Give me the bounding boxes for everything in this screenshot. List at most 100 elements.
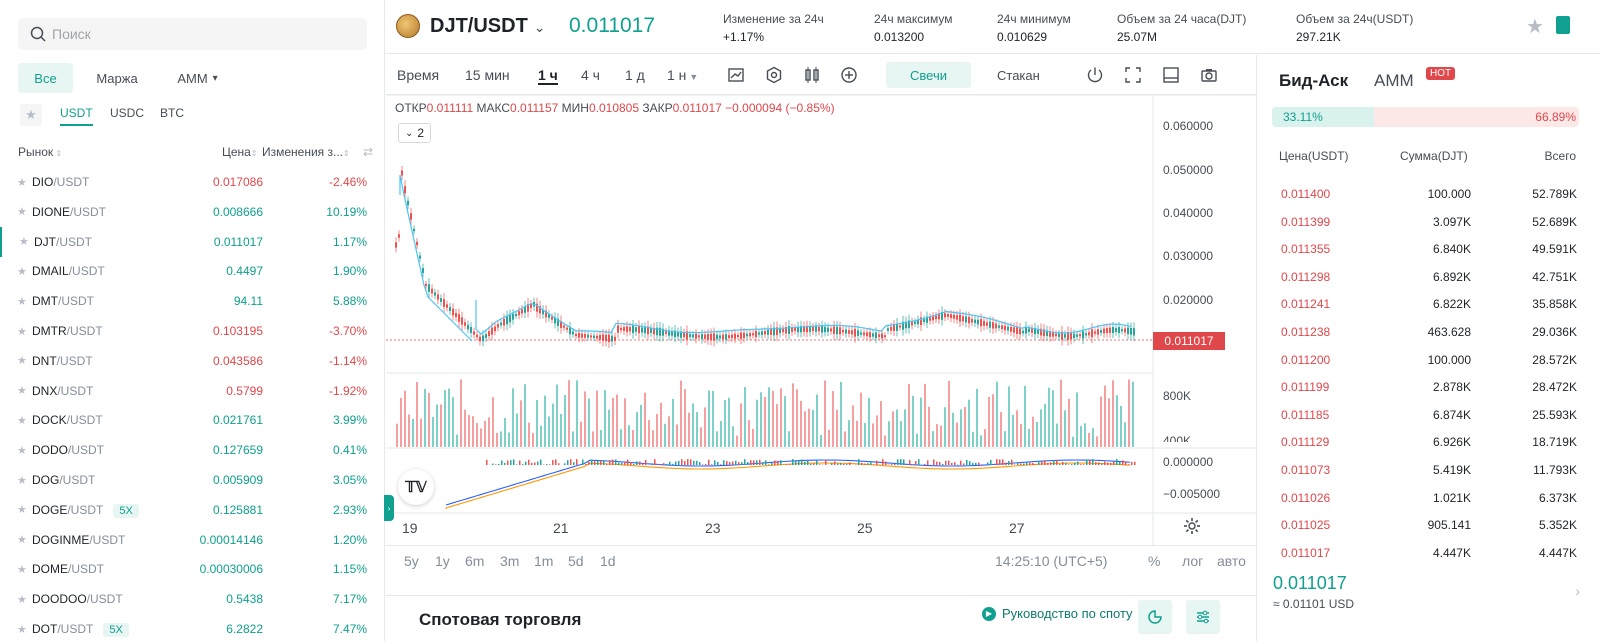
- star-icon[interactable]: ★: [17, 533, 27, 546]
- quote-usdt[interactable]: USDT: [60, 106, 93, 126]
- favorite-star-icon[interactable]: ★: [1526, 14, 1544, 39]
- chart-type-icon[interactable]: [727, 66, 745, 84]
- interval-1w[interactable]: 1 н▼: [667, 67, 698, 83]
- range-1d[interactable]: 1d: [600, 553, 616, 569]
- star-icon[interactable]: ★: [17, 474, 27, 487]
- indicators-icon[interactable]: [803, 66, 821, 84]
- view-book-button[interactable]: Стакан: [997, 68, 1040, 83]
- filter-amm[interactable]: АММ▾: [165, 63, 230, 93]
- tab-amm[interactable]: AMM: [1374, 71, 1414, 91]
- range-1y[interactable]: 1y: [435, 553, 450, 569]
- pair-title[interactable]: DJT/USDT⌄: [430, 15, 546, 38]
- range-6m[interactable]: 6m: [465, 553, 484, 569]
- swap-icon[interactable]: ⇄: [363, 145, 373, 159]
- spot-guide-link[interactable]: ▶ Руководство по споту: [982, 606, 1133, 621]
- volume-bar: [456, 434, 458, 447]
- market-quote: /USDT: [70, 205, 106, 219]
- range-1m[interactable]: 1m: [534, 553, 553, 569]
- star-icon[interactable]: ★: [17, 414, 27, 427]
- macd-hist-bar: [765, 460, 767, 465]
- chart-pie-icon[interactable]: [1138, 600, 1172, 634]
- candle-body: [929, 317, 931, 320]
- range-5y[interactable]: 5y: [404, 553, 419, 569]
- interval-1d[interactable]: 1 д: [625, 67, 645, 83]
- star-icon[interactable]: ★: [17, 623, 27, 636]
- power-icon[interactable]: [1086, 66, 1104, 84]
- quote-btc[interactable]: BTC: [160, 106, 184, 120]
- header-market[interactable]: Рынок ⇕: [18, 145, 62, 159]
- search-input[interactable]: [52, 26, 352, 42]
- market-search[interactable]: [18, 18, 367, 50]
- star-icon[interactable]: ★: [17, 503, 27, 516]
- candle-body: [1112, 327, 1114, 333]
- quote-usdc[interactable]: USDC: [110, 106, 144, 120]
- star-icon[interactable]: ★: [17, 384, 27, 397]
- camera-icon[interactable]: [1200, 66, 1218, 84]
- star-icon[interactable]: ★: [17, 593, 27, 606]
- candle-body: [509, 315, 511, 322]
- volume-bar: [516, 414, 518, 447]
- chevron-right-icon[interactable]: ›: [1575, 583, 1580, 599]
- volume-bar: [760, 392, 762, 447]
- settings-hex-icon[interactable]: [765, 66, 783, 84]
- layout-icon[interactable]: [1162, 66, 1180, 84]
- tradingview-logo[interactable]: 𝕋𝕍: [398, 469, 434, 505]
- log-toggle[interactable]: лог: [1182, 553, 1203, 569]
- interval-4h[interactable]: 4 ч: [581, 67, 600, 83]
- star-icon[interactable]: ★: [17, 325, 27, 338]
- macd-hist-bar: [582, 460, 584, 465]
- star-icon[interactable]: ★: [17, 354, 27, 367]
- star-icon[interactable]: ★: [17, 444, 27, 457]
- interval-15m[interactable]: 15 мин: [465, 67, 510, 83]
- fullscreen-icon[interactable]: [1124, 66, 1142, 84]
- star-icon[interactable]: ★: [17, 205, 27, 218]
- ob-last-price: 0.011017: [1273, 573, 1347, 594]
- interval-1h[interactable]: 1 ч: [538, 67, 558, 85]
- header-price[interactable]: Цена⇕: [222, 145, 258, 159]
- range-3m[interactable]: 3m: [500, 553, 519, 569]
- price-chart[interactable]: [386, 95, 1256, 585]
- tab-bid-ask[interactable]: Бид-Аск: [1279, 71, 1348, 91]
- expand-toolbar-handle[interactable]: ›: [384, 495, 394, 521]
- star-icon[interactable]: ★: [17, 176, 27, 189]
- filter-all[interactable]: Все: [18, 63, 73, 93]
- gear-icon[interactable]: [1183, 517, 1201, 535]
- auto-toggle[interactable]: авто: [1217, 553, 1246, 569]
- star-icon[interactable]: ★: [17, 295, 27, 308]
- header-change[interactable]: Изменения з...⇕: [262, 145, 350, 159]
- chevron-down-icon: ⌄: [534, 19, 546, 35]
- book-icon[interactable]: [1556, 16, 1570, 34]
- volume-bar: [928, 407, 930, 447]
- star-icon[interactable]: ★: [17, 563, 27, 576]
- favorites-star-icon[interactable]: ★: [20, 104, 42, 126]
- percent-toggle[interactable]: %: [1148, 553, 1160, 569]
- volume-bar: [416, 382, 418, 447]
- macd-hist-bar: [657, 464, 659, 465]
- filter-margin[interactable]: Маржа: [86, 63, 148, 93]
- view-candles-button[interactable]: Свечи: [886, 62, 971, 88]
- market-base: DNX: [32, 384, 57, 398]
- star-icon[interactable]: ★: [19, 235, 29, 248]
- macd-hist-bar: [978, 462, 980, 465]
- add-plus-icon[interactable]: [840, 66, 858, 84]
- range-5d[interactable]: 5d: [568, 553, 584, 569]
- stat-value: 297.21K: [1296, 30, 1413, 44]
- star-icon[interactable]: ★: [17, 265, 27, 278]
- sliders-icon[interactable]: [1186, 600, 1220, 634]
